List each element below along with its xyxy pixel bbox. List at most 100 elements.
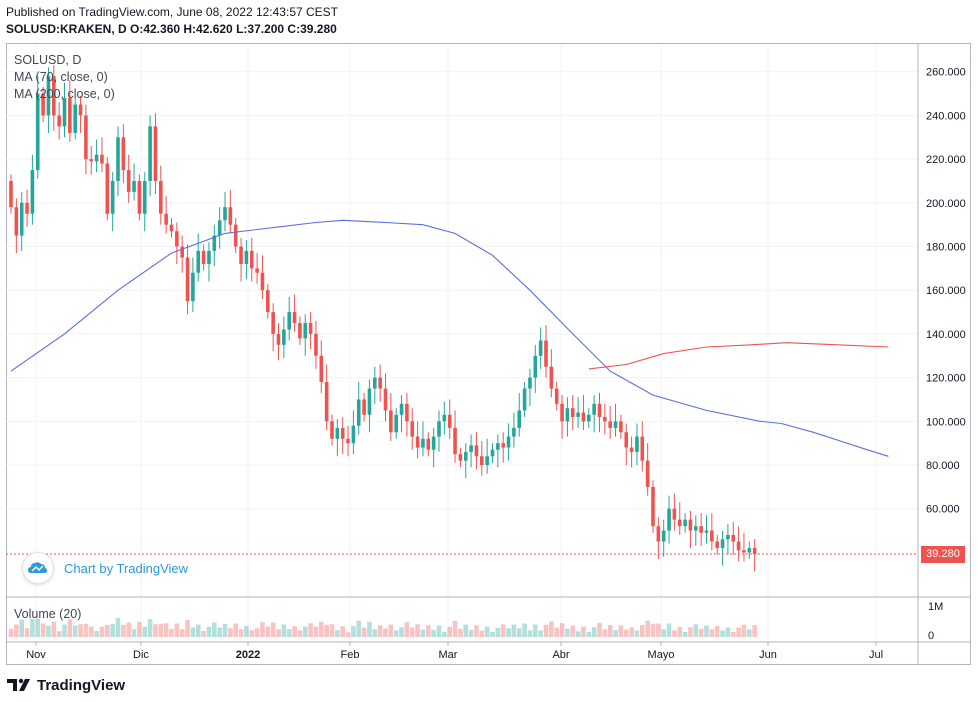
volume-bar [458, 628, 463, 637]
candle-body [287, 312, 291, 330]
volume-bar [431, 629, 436, 637]
published-info: Published on TradingView.com, June 08, 2… [6, 5, 338, 19]
candle-body [35, 93, 40, 171]
candle-body [260, 272, 265, 291]
y-tick-label: 220.000 [926, 154, 966, 166]
candle-body [330, 421, 334, 439]
grid-lines [6, 44, 918, 641]
volume-bar [115, 618, 121, 637]
volume-bar [83, 624, 89, 637]
price-axis[interactable]: 260.000 240.000 220.000 200.000 180.000 160.0… [926, 67, 966, 516]
candlesticks [9, 65, 757, 572]
volume-bar [249, 630, 255, 637]
volume-bar [40, 623, 46, 637]
candle-body [30, 170, 35, 214]
volume-bar [8, 628, 14, 637]
volume-bar [153, 624, 158, 637]
time-axis[interactable]: Nov Dic 2022 Feb Mar Abr Mayo Jun Jul [26, 642, 883, 661]
volume-bar [121, 624, 126, 637]
candle-body [175, 231, 179, 247]
candle-body [25, 202, 29, 214]
candle-body [148, 126, 152, 181]
candle-body [453, 427, 457, 455]
tradingview-cloud-icon [22, 552, 54, 584]
candle-body [629, 447, 634, 452]
candle-body [528, 377, 532, 389]
volume-bar [185, 620, 190, 637]
chart-by-tradingview-badge[interactable]: Chart by TradingView [22, 552, 188, 584]
volume-bar [62, 624, 67, 637]
candle-body [14, 207, 19, 236]
volume-bar [730, 631, 736, 637]
candle-body [185, 257, 190, 302]
volume-bar [607, 624, 613, 637]
candle-body [89, 159, 94, 162]
candle-body [501, 443, 505, 448]
candle-body [335, 427, 340, 439]
candle-body [308, 323, 313, 334]
candle-body [164, 213, 168, 225]
volume-bars [8, 618, 757, 637]
volume-bar [88, 626, 94, 637]
candle-body [9, 180, 13, 208]
volume-bar [452, 620, 458, 637]
volume-bar [447, 626, 452, 637]
candle-body [437, 421, 441, 437]
volume-bar [228, 628, 233, 637]
volume-bar [24, 628, 30, 637]
candle-body [619, 421, 623, 433]
candle-body [282, 329, 286, 345]
volume-bar [286, 629, 292, 637]
candle-body [68, 97, 72, 133]
candle-body [544, 340, 548, 367]
candle-body [57, 115, 61, 127]
volume-bar [217, 627, 222, 637]
volume-bar [142, 626, 148, 637]
volume-bar [329, 624, 335, 637]
candle-body [132, 180, 136, 192]
y-tick-label: 60.000 [926, 504, 960, 516]
volume-bar [238, 629, 244, 637]
volume-bar [404, 622, 410, 637]
volume-bar [78, 624, 83, 637]
volume-bar [752, 625, 757, 637]
candle-body [496, 443, 500, 450]
candle-body [752, 548, 757, 554]
volume-bar [46, 625, 51, 637]
legend-ma70[interactable]: MA (70, close, 0) [14, 70, 108, 84]
volume-bar [233, 623, 238, 637]
ma200-line [588, 342, 889, 370]
volume-bar [201, 630, 206, 637]
volume-bar [484, 626, 490, 637]
candle-body [731, 534, 736, 542]
candle-body [581, 412, 586, 422]
candle-body [672, 508, 677, 520]
volume-bar [490, 631, 495, 637]
volume-axis-0: 0 [928, 630, 934, 642]
volume-bar [383, 628, 388, 637]
candle-body [549, 366, 554, 389]
candle-body [41, 93, 45, 116]
volume-bar [99, 626, 105, 637]
volume-bar [345, 632, 351, 637]
y-tick-label: 200.000 [926, 198, 966, 210]
volume-bar [436, 625, 442, 637]
candle-body [640, 436, 645, 461]
footer-brand[interactable]: TradingView [7, 674, 125, 696]
volume-bar [474, 625, 479, 637]
volume-bar [14, 624, 19, 637]
volume-bar [158, 623, 164, 637]
candle-body [378, 377, 382, 389]
chart-by-tradingview-text[interactable]: Chart by TradingView [64, 560, 189, 576]
candle-body [480, 456, 484, 466]
legend-ma200[interactable]: MA (200, close, 0) [14, 87, 115, 101]
volume-bar [736, 627, 741, 637]
candle-body [319, 355, 324, 382]
candle-body [704, 530, 709, 533]
volume-bar [527, 630, 533, 637]
volume-bar [640, 625, 645, 637]
legend-symbol: SOLUSD, D [14, 53, 82, 67]
chart-frame[interactable] [6, 43, 971, 665]
volume-bar [591, 627, 597, 637]
